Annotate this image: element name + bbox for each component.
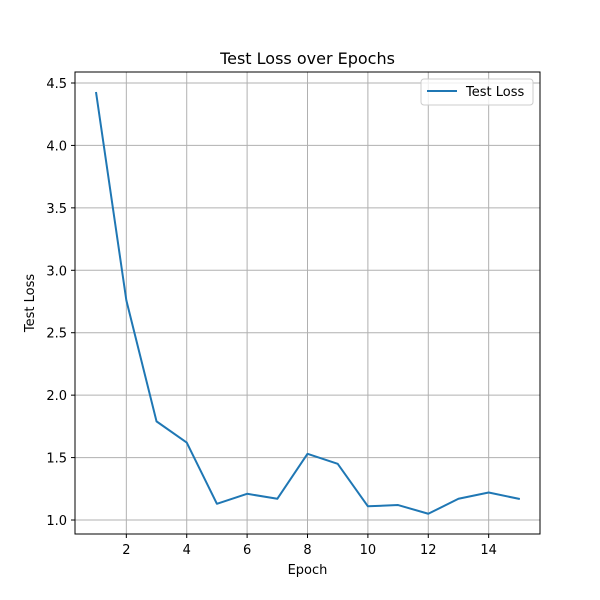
legend-label: Test Loss <box>465 85 524 100</box>
y-tick-label: 4.5 <box>46 77 67 92</box>
y-tick-label: 3.0 <box>46 264 67 279</box>
x-axis-label: Epoch <box>288 563 328 578</box>
x-tick-label: 12 <box>420 543 437 558</box>
x-tick-label: 4 <box>183 543 191 558</box>
x-tick-label: 10 <box>360 543 377 558</box>
data-point <box>276 498 278 500</box>
chart-title: Test Loss over Epochs <box>219 49 395 68</box>
y-axis-label: Test Loss <box>23 274 38 333</box>
data-point <box>367 505 369 507</box>
x-tick-label: 14 <box>480 543 497 558</box>
y-tick-label: 1.5 <box>46 452 67 467</box>
x-tick-label: 6 <box>243 543 251 558</box>
data-point <box>337 463 339 465</box>
series-layer <box>95 91 521 515</box>
y-tick-label: 3.5 <box>46 202 67 217</box>
data-point <box>427 513 429 515</box>
x-tick-label: 8 <box>303 543 311 558</box>
grid <box>75 72 540 534</box>
y-tick-label: 2.5 <box>46 327 67 342</box>
series-line-test-loss <box>95 91 521 515</box>
data-point <box>95 92 97 94</box>
y-axis-ticks: 1.0 1.5 2.0 2.5 3.0 3.5 4.0 4.5 <box>46 77 75 529</box>
data-point <box>457 498 459 500</box>
data-point <box>246 493 248 495</box>
data-point <box>156 420 158 422</box>
data-point <box>307 453 309 455</box>
data-point <box>518 498 520 500</box>
y-tick-label: 4.0 <box>46 139 67 154</box>
y-tick-label: 1.0 <box>46 514 67 529</box>
data-point <box>216 503 218 505</box>
x-tick-label: 2 <box>122 543 130 558</box>
data-point <box>186 442 188 444</box>
legend-box <box>420 78 534 106</box>
data-point <box>488 492 490 494</box>
data-point <box>125 299 127 301</box>
legend: Test Loss <box>420 78 534 106</box>
y-tick-label: 2.0 <box>46 389 67 404</box>
data-point <box>397 504 399 506</box>
x-axis-ticks: 2 4 6 8 10 12 14 <box>122 534 497 558</box>
